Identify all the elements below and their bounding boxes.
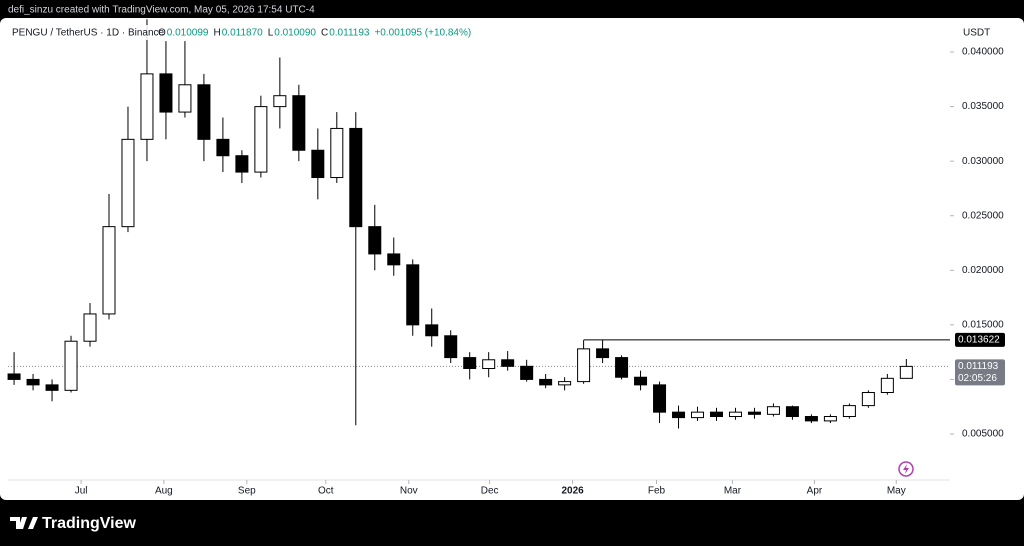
candle-body	[387, 253, 401, 266]
candle-body	[785, 406, 799, 418]
credit: defi_sinzu created with TradingView.com,…	[8, 5, 315, 16]
axis-unit: USDT	[963, 28, 990, 39]
x-tick-label: Apr	[807, 486, 823, 497]
candle-body	[728, 411, 742, 418]
y-tick-label: 0.015000	[962, 319, 1004, 330]
candle-body	[64, 340, 78, 391]
candle-body	[691, 411, 705, 419]
candle-body	[368, 226, 382, 255]
candle-body	[235, 155, 249, 173]
candle-body	[899, 365, 913, 379]
candle-body	[482, 359, 496, 370]
candle-body	[273, 95, 287, 108]
candle-body	[653, 384, 667, 413]
ohlc-label: O	[158, 28, 166, 39]
chart-panel	[0, 18, 1024, 500]
y-tick-label: 0.005000	[962, 429, 1004, 440]
bolt	[898, 461, 914, 477]
candle-body	[634, 376, 648, 386]
ohlc-label: L	[268, 28, 274, 39]
candle-body	[709, 411, 723, 418]
candle-body	[349, 127, 363, 228]
candle-body	[121, 138, 135, 228]
countdown: 02:05:26	[958, 373, 997, 384]
ohlc-label: C	[321, 28, 328, 39]
candle-body	[159, 73, 173, 113]
candle-body	[804, 416, 818, 422]
x-tick-label: Oct	[318, 486, 334, 497]
last-price-bg	[955, 359, 1005, 386]
x-tick-label: Mar	[724, 486, 742, 497]
x-tick-label: Nov	[400, 486, 418, 497]
candle-body	[444, 335, 458, 359]
last-price-label: 0.011193	[958, 361, 999, 372]
symbol: PENGU / TetherUS · 1D · Binance	[12, 28, 165, 39]
x-tick-label: Sep	[238, 486, 256, 497]
x-tick-label: Dec	[481, 486, 499, 497]
x-tick-label: Jul	[75, 486, 88, 497]
candle-body	[539, 378, 553, 386]
candle-body	[178, 84, 192, 113]
candle-body	[292, 95, 306, 151]
bolt-circle	[898, 461, 914, 477]
legend-bg	[8, 25, 458, 40]
x-tick-label: Feb	[648, 486, 666, 497]
candle-body	[880, 377, 894, 394]
candle-body	[615, 357, 629, 378]
candle-body	[140, 73, 154, 140]
candle-body	[596, 348, 610, 359]
candle-body	[558, 381, 572, 386]
candle-body	[26, 378, 40, 386]
ohlc-value: 0.010099	[167, 28, 209, 39]
ohlc-value: 0.011193	[329, 28, 370, 39]
candle-body	[406, 264, 420, 326]
candle-body	[425, 324, 439, 337]
logo-text: TradingView	[42, 515, 137, 532]
ohlc: O 0.010099 H 0.011870 L 0.010090 C 0.011193 +0.0…	[158, 28, 471, 39]
candle-body	[7, 373, 21, 380]
candle-body	[747, 411, 761, 415]
y-tick-label: 0.025000	[962, 210, 1004, 221]
candle-body	[520, 365, 534, 380]
logo: TradingView	[10, 515, 137, 532]
x-tick-label: Aug	[155, 486, 173, 497]
candle-body	[83, 313, 97, 342]
candle-body	[842, 405, 856, 418]
candle-body	[501, 359, 515, 367]
ohlc-value: 0.010090	[274, 28, 316, 39]
candle-body	[463, 357, 477, 370]
y-tick-label: 0.020000	[962, 265, 1004, 276]
change: +0.001095 (+10.84%)	[374, 28, 471, 39]
candle-body	[45, 384, 59, 391]
x-tick-label: May	[887, 486, 906, 497]
candle-body	[102, 226, 116, 315]
bolt-icon	[903, 464, 909, 474]
x-tick-label: 2026	[561, 486, 584, 497]
candle-body	[672, 411, 686, 419]
logo-icon	[10, 517, 38, 529]
candle-body	[197, 84, 211, 140]
candle-body	[311, 149, 325, 179]
candle-body	[823, 416, 837, 422]
candle-body	[330, 127, 344, 179]
y-tick-label: 0.035000	[962, 101, 1004, 112]
candle-body	[766, 406, 780, 415]
ohlc-label: H	[214, 28, 221, 39]
candle-body	[861, 392, 875, 407]
level-label: 0.013622	[958, 335, 1000, 346]
candle-body	[577, 348, 591, 383]
y-tick-label: 0.030000	[962, 156, 1004, 167]
plot: 0.0050000.0100000.0150000.0200000.025000…	[7, 19, 1005, 497]
ohlc-value: 0.011870	[222, 28, 263, 39]
candle-body	[254, 106, 268, 173]
y-tick-label: 0.040000	[962, 47, 1004, 58]
level-label-bg	[955, 332, 1005, 347]
candle-body	[216, 138, 230, 157]
